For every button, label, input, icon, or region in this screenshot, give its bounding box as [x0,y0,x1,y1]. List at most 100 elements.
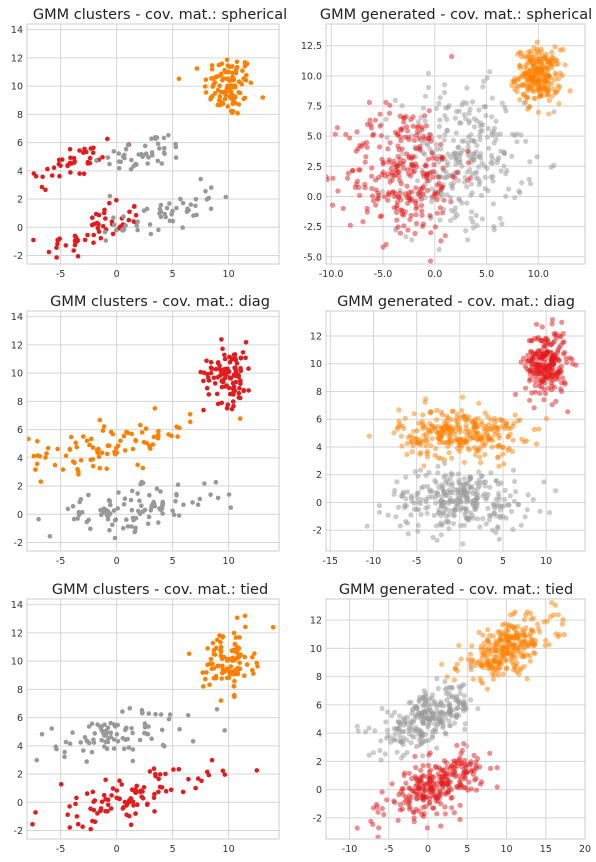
data-point [90,150,96,155]
data-point [120,709,125,714]
data-point [533,72,539,78]
data-point [438,503,445,509]
data-point [442,82,448,88]
data-point [185,713,191,718]
data-point [462,774,468,780]
data-point [73,440,78,446]
data-point [67,741,73,746]
data-point [433,798,439,804]
data-point [418,729,424,735]
data-point [451,677,458,683]
y-tick-label: -2 [14,538,23,549]
data-point [151,795,157,800]
data-point [111,508,117,513]
data-point [437,430,444,436]
data-point [449,455,455,461]
data-point [234,64,240,70]
data-point [404,451,410,458]
data-point [208,370,214,376]
data-point [236,102,242,107]
data-point [484,75,490,81]
data-point [397,523,403,529]
data-point [422,731,428,738]
data-point [105,725,111,730]
data-point [36,516,41,522]
data-point [353,181,359,187]
data-point [412,230,418,237]
data-point [500,671,506,677]
data-point [139,430,145,435]
data-point [427,720,433,726]
data-point [438,766,444,773]
data-point [420,412,426,418]
data-point [151,434,157,440]
y-tick-label: -5.0 [303,252,322,263]
data-point [555,88,561,94]
data-point [552,352,558,358]
data-point [72,233,78,239]
data-point [457,685,463,692]
data-point [523,62,529,68]
data-point [91,240,96,245]
data-point [73,801,78,807]
data-point [424,439,430,445]
data-point [416,697,422,703]
data-point [131,219,137,224]
data-point [455,178,462,184]
data-point [242,613,248,619]
data-point [398,138,404,144]
data-point [399,786,405,792]
data-point [474,223,480,229]
data-point [529,75,535,81]
data-point [217,366,223,372]
data-point [209,66,215,72]
data-point [163,788,169,794]
data-point [369,165,375,171]
data-point [444,674,450,680]
data-point [458,751,464,757]
data-point [97,465,103,471]
data-point [397,126,403,132]
data-point [483,521,489,527]
data-point [250,667,255,673]
data-point [142,507,148,513]
data-point [526,358,532,364]
data-point [376,503,382,509]
data-point [451,810,457,816]
title-spherical-generated: GMM generated - cov. mat.: spherical [320,7,592,23]
data-point [494,424,500,430]
data-point [250,655,255,660]
data-point [430,174,436,180]
data-point [49,173,55,178]
data-point [215,401,221,407]
data-point [560,331,566,337]
data-point [364,144,370,150]
data-point [488,470,494,476]
data-point [514,139,520,145]
data-point [496,672,502,678]
data-point [387,140,393,146]
data-point [156,433,161,439]
data-point [211,375,217,381]
data-point [470,99,476,105]
data-point [433,523,440,529]
data-point [121,214,126,219]
data-point [243,340,249,345]
data-point [376,509,383,515]
data-point [458,499,464,505]
data-point [107,498,113,504]
data-point [82,735,88,740]
data-point [92,731,98,736]
data-point [560,46,566,53]
data-point [149,736,154,741]
data-point [171,512,177,518]
data-point [84,438,90,444]
data-point [220,635,225,640]
data-point [140,154,145,160]
data-point [173,141,178,147]
data-point [524,609,530,615]
data-point [359,143,365,149]
data-point [455,422,461,428]
data-point [501,150,507,156]
data-point [411,137,417,143]
